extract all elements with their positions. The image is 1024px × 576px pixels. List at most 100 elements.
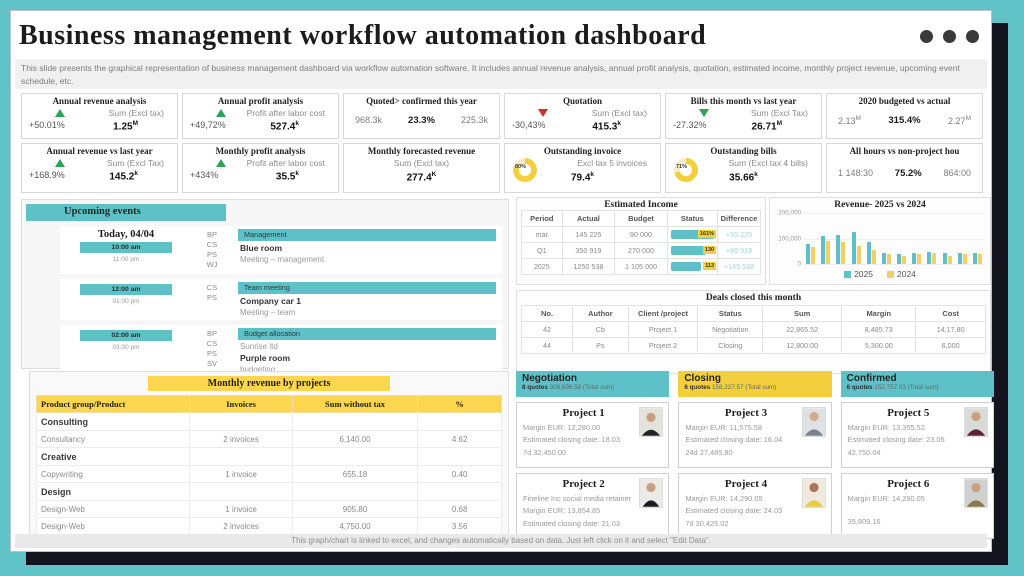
project-card[interactable]: Project 5 Margin EUR: 13,355.52 Estimate… (840, 402, 994, 468)
legend-swatch-2025 (844, 270, 852, 278)
kpi-forecasted-revenue: Monthly forecasted revenue Sum (Excl tax… (343, 143, 500, 193)
deals-table[interactable]: No. Author Client /project Status Sum Ma… (520, 305, 986, 354)
bar-2025-6[interactable] (881, 252, 886, 264)
bar-2024-4[interactable] (856, 246, 861, 264)
bar-2024-8[interactable] (917, 253, 922, 264)
event-category-bar: Team meeting (238, 281, 496, 294)
project-card[interactable]: Project 6 Margin EUR: 14,290.05 35,809.1… (840, 473, 994, 539)
donut-chart-icon[interactable] (674, 158, 698, 182)
bar-2025-10[interactable] (942, 252, 947, 264)
column-header: Negotiation 8 quotes 308,696.58 (Total s… (516, 371, 670, 397)
table-row: 42 Cb Project 1 Negotiation 22,865.52 8,485.7… (520, 321, 986, 338)
bar-2025-5[interactable] (866, 242, 871, 264)
table-row: Design-Web 1 invoice 905.80 0.68 (35, 500, 502, 518)
event-start-time: 10:00 am (80, 242, 172, 253)
bar-2025-11[interactable] (957, 253, 962, 264)
column-header: Closing 6 quotes 158,227.57 (Total sum) (678, 371, 832, 397)
event-start-time: 12:00 am (80, 283, 172, 295)
bar-2024-12[interactable] (977, 253, 982, 264)
status-bar (670, 262, 702, 271)
trend-up-icon (216, 159, 226, 167)
event-attendees: CS PS (206, 282, 218, 302)
footer-note: This graph/chart is linked to excel, and… (15, 534, 987, 548)
kpi-row-2: Annual revenue vs last year Sum (Excl Ta… (21, 143, 983, 193)
person-photo-icon (801, 407, 826, 437)
kpi-annual-profit: Annual profit analysis Profit after labo… (182, 93, 339, 139)
kpi-annual-revenue-vs-ly: Annual revenue vs last year Sum (Excl Ta… (21, 143, 178, 193)
bar-2024-9[interactable] (932, 253, 937, 264)
project-card[interactable]: Project 2 Fineline Inc social media reta… (516, 473, 670, 539)
person-photo-icon (801, 478, 826, 508)
monthly-revenue-title: Monthly revenue by projects (148, 376, 390, 391)
table-row: 44 Ps Project 2 Closing 12,800.00 5,300.00 6,0… (520, 337, 986, 354)
bar-2024-3[interactable] (841, 242, 846, 264)
bar-2024-1[interactable] (811, 247, 815, 264)
trend-up-icon (216, 109, 226, 117)
bar-2025-12[interactable] (972, 253, 977, 264)
bar-2024-2[interactable] (826, 241, 831, 264)
bar-2025-7[interactable] (897, 253, 902, 264)
trend-down-icon (538, 109, 548, 117)
kpi-outstanding-invoice: Outstanding invoice 80% Excl tax 5 invoi… (504, 143, 661, 193)
bar-2025-1[interactable] (806, 243, 810, 264)
upcoming-events-panel: Upcoming events Today, 04/04 10:00 am 11… (21, 199, 509, 383)
kpi-monthly-profit: Monthly profit analysis Profit after lab… (182, 143, 339, 193)
trend-up-icon (55, 109, 65, 117)
slide-description: This slide presents the graphical repres… (15, 59, 987, 89)
monthly-revenue-table[interactable]: Product group/Product Invoices Sum witho… (35, 395, 502, 536)
bar-2024-5[interactable] (871, 249, 876, 264)
kanban-column-confirmed: Confirmed 6 quotes 152,757.03 (Total sum… (840, 371, 994, 539)
bar-2025-2[interactable] (821, 235, 826, 264)
kpi-quotation: Quotation Sum (Excl tax) -30,43% 415.3k (504, 93, 661, 139)
table-row: Creative (35, 447, 502, 466)
decorative-dots (920, 29, 985, 43)
bar-2025-3[interactable] (836, 234, 841, 264)
event-row[interactable]: Today, 04/04 10:00 am 11:00 pm BP CS PS … (60, 226, 502, 274)
deals-panel: Deals closed this month No. Author Clien… (516, 290, 991, 374)
revenue-chart-panel[interactable]: Revenue- 2025 vs 2024 200,000 100,000 0 … (769, 197, 991, 285)
event-end-time: 11:00 pm (112, 256, 140, 263)
legend-swatch-2024 (887, 270, 894, 278)
event-row[interactable]: 12:00 am 01:00 pm CS PS Team meeting Com… (60, 278, 502, 320)
person-photo-icon (639, 478, 664, 508)
kpi-quoted-confirmed: Quoted> confirmed this year 968.3k 23.3% 2… (343, 93, 500, 139)
person-photo-icon (963, 478, 988, 508)
dot-icon (920, 29, 933, 43)
table-row: Copywriting 1 invoice 655.18 0.40 (35, 465, 502, 483)
event-category-bar: Management (238, 229, 496, 241)
bar-2024-10[interactable] (947, 256, 952, 264)
project-card[interactable]: Project 1 Margin EUR: 12,280.00 Estimate… (516, 402, 670, 468)
kpi-all-hours: All hours vs non-project hou 1 148:30 75.… (826, 143, 983, 193)
event-attendees: BP CS PS WJ (206, 230, 218, 270)
kpi-outstanding-bills: Outstanding bills 71% Sum (Excl tax 4 bi… (665, 143, 822, 193)
revenue-bar-chart[interactable]: 200,000 100,000 0 (778, 210, 984, 268)
title-row: Business management workflow automation … (19, 15, 985, 57)
project-card[interactable]: Project 3 Margin EUR: 11,575.58 Estimate… (678, 402, 832, 468)
kpi-budget-vs-actual: 2020 budgeted vs actual 2.13M 315.4% 2.2… (826, 93, 983, 139)
kpi-bills-vs-last-year: Bills this month vs last year Sum (Excl … (665, 93, 822, 139)
kpi-annual-revenue: Annual revenue analysis Sum (Excl tax) +… (21, 93, 178, 139)
donut-chart-icon[interactable] (513, 158, 537, 182)
bar-2024-7[interactable] (902, 255, 907, 264)
person-photo-icon (963, 407, 988, 437)
kpi-row-1: Annual revenue analysis Sum (Excl tax) +… (21, 93, 983, 139)
bar-2024-6[interactable] (886, 253, 891, 264)
monthly-revenue-panel: Monthly revenue by projects Product grou… (29, 371, 509, 539)
status-bar (670, 246, 706, 255)
column-header: Confirmed 6 quotes 152,757.03 (Total sum… (840, 371, 994, 397)
table-row: mar 145 225 90 000 161% +55 225 (521, 226, 762, 243)
bar-2025-9[interactable] (927, 251, 932, 264)
kanban-column-closing: Closing 6 quotes 158,227.57 (Total sum) … (678, 371, 832, 539)
bar-2024-11[interactable] (962, 254, 967, 264)
project-card[interactable]: Project 4 Margin EUR: 14,290.05 Estimate… (678, 473, 832, 539)
chart-legend: 2025 2024 (774, 269, 986, 279)
deals-title: Deals closed this month (705, 293, 802, 303)
today-label: Today, 04/04 (97, 229, 155, 240)
estimated-income-table[interactable]: Period Actual Budget Status Difference m… (521, 210, 762, 275)
table-row: Consultancy 2 invoices 6,140.00 4.62 (35, 430, 502, 448)
event-end-time: 01:00 pm (112, 297, 140, 305)
bar-2025-8[interactable] (912, 252, 917, 264)
bar-2025-4[interactable] (851, 232, 856, 264)
estimated-income-title: Estimated Income (604, 200, 678, 210)
status-bar (670, 230, 715, 239)
